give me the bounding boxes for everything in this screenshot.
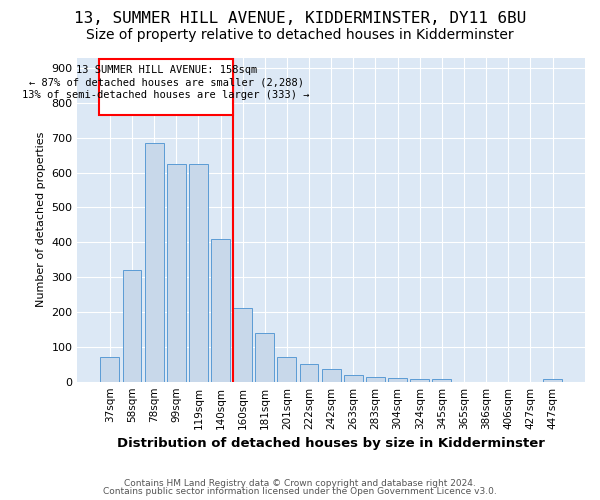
Bar	[433, 379, 451, 382]
Bar	[211, 239, 230, 382]
Bar	[233, 308, 252, 382]
Bar	[100, 358, 119, 382]
Bar	[145, 143, 164, 382]
Text: ← 87% of detached houses are smaller (2,288): ← 87% of detached houses are smaller (2,…	[29, 78, 304, 88]
Bar	[543, 379, 562, 382]
Bar	[299, 364, 319, 382]
Text: Contains public sector information licensed under the Open Government Licence v3: Contains public sector information licen…	[103, 487, 497, 496]
Bar	[388, 378, 407, 382]
Text: 13 SUMMER HILL AVENUE: 158sqm: 13 SUMMER HILL AVENUE: 158sqm	[76, 66, 257, 76]
Bar	[167, 164, 185, 382]
Bar	[322, 370, 341, 382]
Bar	[189, 164, 208, 382]
Bar	[277, 358, 296, 382]
Bar	[344, 374, 363, 382]
X-axis label: Distribution of detached houses by size in Kidderminster: Distribution of detached houses by size …	[117, 437, 545, 450]
Y-axis label: Number of detached properties: Number of detached properties	[36, 132, 46, 308]
Bar	[122, 270, 142, 382]
Text: Size of property relative to detached houses in Kidderminster: Size of property relative to detached ho…	[86, 28, 514, 42]
Bar	[256, 333, 274, 382]
Bar	[410, 379, 429, 382]
FancyBboxPatch shape	[99, 59, 233, 115]
Text: 13% of semi-detached houses are larger (333) →: 13% of semi-detached houses are larger (…	[22, 90, 310, 100]
Bar	[366, 378, 385, 382]
Text: 13, SUMMER HILL AVENUE, KIDDERMINSTER, DY11 6BU: 13, SUMMER HILL AVENUE, KIDDERMINSTER, D…	[74, 11, 526, 26]
Text: Contains HM Land Registry data © Crown copyright and database right 2024.: Contains HM Land Registry data © Crown c…	[124, 478, 476, 488]
